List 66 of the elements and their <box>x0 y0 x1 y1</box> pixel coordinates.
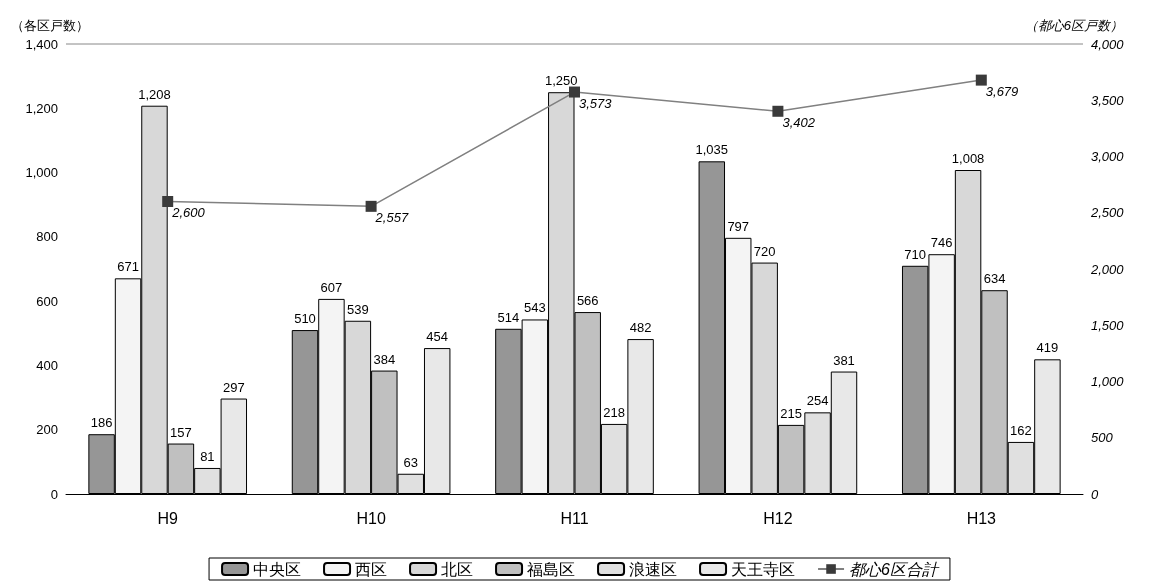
y2-tick-label: 500 <box>1091 430 1114 446</box>
y2-tick-label: 2,000 <box>1090 261 1125 277</box>
x-tick-label: H11 <box>560 509 589 527</box>
legend-label: 都心6区合計 <box>849 560 940 578</box>
data-label: 1,008 <box>951 151 985 166</box>
data-label: 1,035 <box>695 142 729 158</box>
data-label: 63 <box>403 454 418 470</box>
y-tick-label: 600 <box>36 293 58 309</box>
y2-tick-label: 3,000 <box>1091 149 1125 164</box>
data-label: 419 <box>1036 340 1059 356</box>
data-label: 797 <box>727 218 750 234</box>
data-label: 482 <box>629 320 652 336</box>
data-label: 607 <box>320 279 343 295</box>
y-tick-label: 1,400 <box>25 36 58 52</box>
y-tick-label: 200 <box>36 422 58 438</box>
legend-label: 西区 <box>355 560 388 578</box>
data-label: 566 <box>576 293 599 309</box>
legend-label: 天王寺区 <box>731 560 796 578</box>
y2-axis-title: （都心6区戸数） <box>1024 18 1123 33</box>
data-label: 539 <box>347 301 369 317</box>
data-label: 186 <box>90 415 113 431</box>
data-label: 3,679 <box>985 83 1019 99</box>
data-label: 384 <box>373 351 396 367</box>
data-label: 218 <box>603 404 626 420</box>
data-label: 510 <box>294 311 316 327</box>
y-tick-label: 1,200 <box>25 100 58 116</box>
data-label: 297 <box>222 379 245 395</box>
data-label: 3,573 <box>579 95 613 111</box>
y-axis-title: （各区戸数） <box>11 18 89 33</box>
y-tick-label: 400 <box>36 357 58 373</box>
y2-tick-label: 0 <box>1091 486 1099 502</box>
data-label: 710 <box>904 246 927 262</box>
x-tick-label: H12 <box>763 509 793 527</box>
data-label: 1,208 <box>138 86 171 102</box>
data-label: 514 <box>497 309 520 325</box>
y2-tick-label: 1,000 <box>1091 374 1125 389</box>
data-label: 454 <box>426 329 449 345</box>
data-label: 634 <box>983 271 1006 287</box>
legend-label: 福島区 <box>527 560 576 578</box>
data-label: 543 <box>523 300 546 316</box>
y2-tick-label: 1,500 <box>1091 317 1125 333</box>
data-label: 720 <box>753 243 776 259</box>
data-label: 2,600 <box>171 205 206 220</box>
data-label: 671 <box>117 259 139 275</box>
y2-tick-label: 3,500 <box>1091 92 1125 108</box>
legend-label: 浪速区 <box>629 560 678 578</box>
data-label: 162 <box>1010 422 1032 438</box>
data-label: 81 <box>200 448 215 464</box>
data-label: 3,402 <box>782 114 816 130</box>
data-label: 254 <box>806 393 829 409</box>
data-label: 215 <box>780 405 802 421</box>
x-tick-label: H9 <box>157 509 179 527</box>
data-label: 746 <box>930 235 953 251</box>
y-tick-label: 1,000 <box>25 165 58 181</box>
y2-tick-label: 4,000 <box>1091 36 1125 52</box>
x-tick-label: H10 <box>356 509 386 527</box>
data-label: 1,250 <box>545 73 578 89</box>
y2-tick-label: 2,500 <box>1090 205 1125 221</box>
legend-label: 中央区 <box>253 560 302 578</box>
x-tick-label: H13 <box>966 509 997 527</box>
legend-label: 北区 <box>441 560 474 578</box>
data-label: 2,557 <box>374 209 409 225</box>
data-label: 381 <box>833 352 855 368</box>
data-label: 157 <box>170 424 192 440</box>
y-tick-label: 800 <box>36 229 58 245</box>
y-tick-label: 0 <box>50 486 58 502</box>
